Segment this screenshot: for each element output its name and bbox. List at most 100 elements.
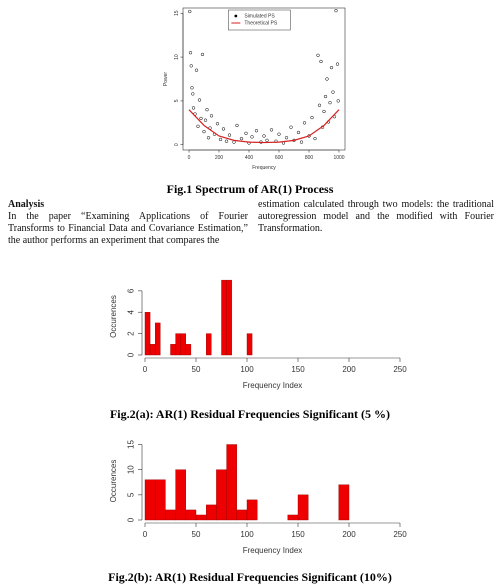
point [334,8,338,13]
histogram-bar [226,279,232,356]
x-tick-label: 250 [393,530,407,539]
histogram-bar [165,509,176,521]
point [215,122,220,126]
x-tick-label: 200 [342,530,356,539]
point [188,9,192,14]
point [322,109,326,114]
point [188,51,193,55]
histogram-bar [195,514,207,521]
y-tick-label: 2 [127,331,136,336]
x-tick-label: 150 [291,365,305,374]
histogram-bar [246,499,258,521]
figure-caption: Fig.1 Spectrum of AR(1) Process [167,182,334,196]
point [317,103,322,107]
point [244,131,248,135]
point [299,140,304,144]
legend-swatch [234,14,238,18]
point [329,65,334,70]
x-tick-label: 400 [245,155,254,161]
y-tick-label: 5 [127,492,136,497]
point [235,123,239,128]
point [194,68,199,72]
histogram-bar [297,494,309,521]
histogram-bar [185,344,192,356]
point [323,94,328,99]
point [284,136,289,140]
x-tick-label: 0 [143,365,148,374]
point [224,139,229,143]
y-tick-label: 10 [174,54,180,60]
point [331,90,335,94]
point [206,136,211,140]
point [250,135,254,139]
point [190,86,194,90]
point [302,121,307,125]
legend-label: Theoretical PS [244,20,277,26]
y-tick-label: 0 [127,352,136,357]
point [336,99,340,103]
point [335,62,340,66]
histogram-bar [185,509,197,521]
point [325,77,329,81]
x-tick-label: 0 [188,155,191,161]
x-tick-label: 250 [393,365,407,374]
point [296,130,301,135]
x-axis-title: Frequency Index [243,546,303,555]
y-tick-label: 15 [174,10,180,16]
figure-caption: Fig.2(a): AR(1) Residual Frequencies Sig… [110,407,390,421]
point [200,52,205,57]
point [310,115,314,120]
y-tick-label: 5 [174,99,180,102]
point [316,53,320,57]
point [202,129,206,134]
paragraph: In the paper “Examining Applications of … [8,211,248,246]
histogram-bar [149,344,156,356]
point [265,138,269,143]
histogram-bar [236,509,248,521]
histogram-bar [205,504,217,521]
histogram-bar [205,333,212,356]
histogram-bar [175,333,181,356]
point [191,106,196,110]
x-tick-label: 1000 [333,155,344,161]
x-tick-label: 50 [192,530,201,539]
x-tick-label: 100 [240,365,254,374]
histogram-bar [221,279,227,356]
legend-label: Simulated PS [244,13,275,19]
x-tick-label: 800 [305,155,314,161]
point [277,132,281,136]
point [205,108,209,112]
point [218,137,223,142]
x-axis-title: Frequency Index [243,381,303,390]
point [209,114,214,118]
y-tick-label: 4 [127,309,136,314]
point [232,140,236,144]
point [196,124,200,128]
point [199,116,203,121]
y-axis-title: Power [163,72,169,87]
histogram-bar [170,344,176,356]
x-axis-title: Frequency [252,165,276,171]
point [221,127,226,131]
point [189,64,193,68]
x-tick-label: 200 [342,365,356,374]
histogram-bar [226,444,238,521]
figure-caption: Fig.2(b): AR(1) Residual Frequencies Sig… [108,570,392,584]
histogram-bar [175,469,187,521]
point [328,101,332,105]
x-tick-label: 600 [275,155,284,161]
point [203,118,208,122]
point [254,129,259,133]
y-tick-label: 0 [127,517,136,522]
point [262,134,266,138]
point [313,136,317,141]
x-tick-label: 0 [143,530,148,539]
x-tick-label: 200 [215,155,224,161]
y-tick-label: 15 [127,440,136,449]
legend-box [228,9,291,31]
point [197,98,202,102]
histogram-bar [144,479,156,521]
histogram-bar [144,312,151,356]
histogram-bar [338,484,350,521]
